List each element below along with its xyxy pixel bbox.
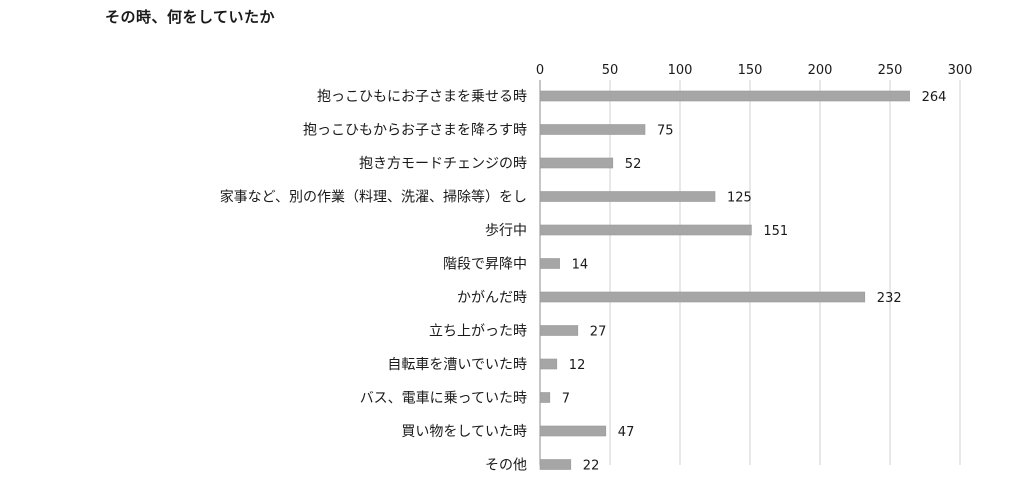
bar — [539, 191, 716, 202]
x-tick-label: 50 — [602, 63, 619, 78]
bar — [539, 157, 614, 169]
x-tick-label: 300 — [948, 63, 973, 78]
category-label: 階段で昇降中 — [443, 257, 527, 273]
bar — [539, 392, 551, 403]
bar — [539, 459, 572, 470]
data-label: 22 — [583, 459, 600, 474]
x-tick-label: 100 — [668, 63, 693, 78]
data-label: 12 — [569, 358, 586, 373]
data-label: 232 — [877, 291, 902, 306]
x-tick-label: 200 — [808, 63, 833, 78]
category-label: その他 — [485, 458, 527, 474]
category-label: 買い物をしていた時 — [401, 424, 527, 440]
bar — [539, 358, 558, 370]
bar — [539, 291, 866, 303]
bar — [539, 425, 607, 437]
data-label: 75 — [657, 124, 674, 139]
category-label: 抱っこひもからお子さまを降ろす時 — [303, 123, 527, 139]
category-label: 歩行中 — [485, 223, 527, 239]
category-label: 抱き方モードチェンジの時 — [359, 156, 527, 172]
data-label: 264 — [922, 90, 947, 105]
data-label: 47 — [618, 425, 635, 440]
chart-title: その時、何をしていたか — [105, 8, 276, 26]
data-label: 27 — [590, 325, 607, 340]
data-label: 125 — [727, 191, 752, 206]
bar — [539, 258, 560, 269]
data-label: 52 — [625, 157, 642, 172]
category-label: バス、電車に乗っていた時 — [360, 390, 527, 407]
bar — [539, 325, 579, 336]
category-label: 立ち上がった時 — [429, 324, 527, 340]
x-tick-label: 150 — [738, 63, 763, 78]
bar — [539, 90, 910, 102]
x-tick-label: 250 — [878, 63, 903, 78]
data-label: 14 — [572, 258, 589, 273]
x-axis-ticks: 0 50 100 150 200 250 300 — [536, 63, 973, 78]
bars — [539, 90, 910, 470]
category-label: 家事など、別の作業（料理、洗濯、掃除等）をし — [220, 189, 527, 206]
category-label: 抱っこひもにお子さまを乗せる時 — [317, 89, 527, 105]
data-label: 7 — [562, 392, 570, 407]
data-labels: 264 75 52 125 151 14 232 27 12 7 47 22 — [562, 90, 947, 474]
category-label: かがんだ時 — [457, 290, 527, 306]
category-labels: 抱っこひもにお子さまを乗せる時抱っこひもからお子さまを降ろす時抱き方モードチェン… — [220, 89, 527, 474]
bar — [539, 224, 752, 236]
bar — [539, 124, 646, 135]
data-label: 151 — [763, 224, 788, 239]
x-tick-label: 0 — [536, 63, 544, 78]
category-label: 自転車を漕いでいた時 — [387, 356, 527, 373]
gridlines — [539, 80, 961, 465]
